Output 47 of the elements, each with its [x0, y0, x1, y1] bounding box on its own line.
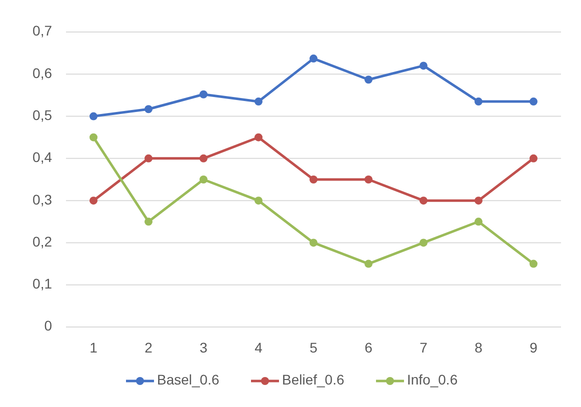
x-tick-label: 9: [530, 340, 538, 356]
x-tick-label: 5: [310, 340, 318, 356]
x-tick-label: 8: [474, 340, 483, 356]
point: [90, 196, 98, 205]
point: [474, 218, 482, 226]
point: [200, 90, 208, 98]
x-tick-label: 1: [90, 340, 98, 356]
point: [364, 76, 372, 84]
point: [144, 105, 152, 114]
point: [530, 154, 538, 162]
point: [310, 54, 318, 63]
point: [364, 260, 372, 268]
y-tick-label: 0,7: [32, 22, 52, 39]
point: [474, 98, 482, 106]
point: [474, 196, 482, 205]
point: [254, 196, 262, 205]
y-tick-label: 0,3: [32, 191, 52, 208]
point: [420, 62, 428, 70]
point: [420, 196, 428, 205]
point: [530, 98, 538, 106]
point: [90, 133, 98, 142]
y-tick-label: 0,2: [32, 233, 52, 250]
point: [144, 218, 152, 226]
x-tick-label: 4: [254, 340, 263, 356]
point: [200, 154, 208, 162]
point: [310, 238, 318, 247]
point: [364, 176, 372, 184]
point: [90, 112, 98, 120]
y-tick-label: 0,4: [32, 149, 52, 166]
y-tick-label: 0,5: [32, 106, 52, 123]
x-tick-label: 7: [420, 340, 428, 356]
y-tick-label: 0: [44, 318, 52, 334]
x-tick-label: 2: [144, 340, 153, 356]
x-tick-label: 6: [364, 340, 373, 356]
x-tick-label: 3: [200, 340, 208, 356]
legend-label: Basel_0.6: [157, 372, 220, 388]
legend-label: Belief_0.6: [282, 372, 344, 388]
point: [254, 133, 262, 142]
point: [530, 260, 538, 268]
y-tick-label: 0,1: [32, 276, 52, 292]
legend-label: Info_0.6: [407, 372, 458, 388]
point: [310, 176, 318, 184]
y-tick-label: 0,6: [32, 64, 52, 81]
point: [144, 154, 152, 162]
point: [200, 176, 208, 184]
point: [254, 98, 262, 106]
point: [420, 238, 428, 247]
